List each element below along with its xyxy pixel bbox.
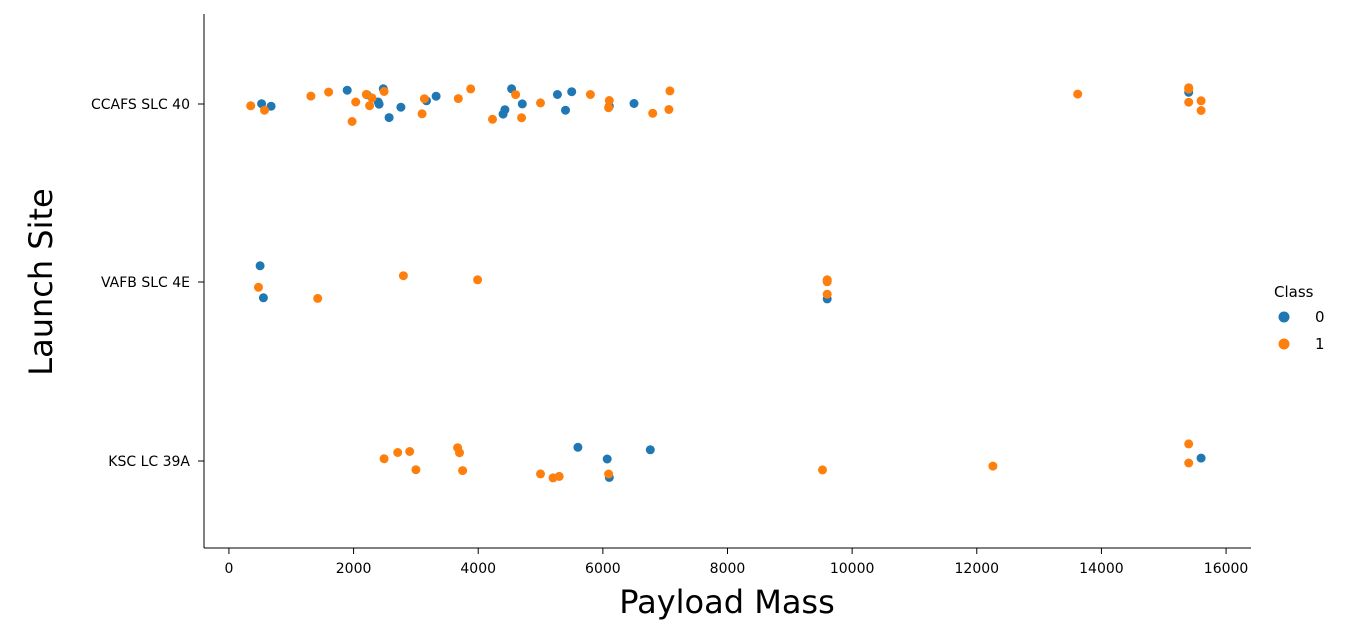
legend-marker-1 — [1278, 338, 1290, 350]
data-point-class-0 — [1196, 453, 1206, 463]
data-point-class-0 — [374, 99, 384, 109]
data-point-class-1 — [379, 454, 389, 464]
data-point-class-0 — [500, 105, 510, 115]
data-point-class-1 — [254, 282, 263, 292]
data-point-class-1 — [313, 293, 323, 303]
data-point-class-0 — [255, 261, 265, 271]
data-point-class-0 — [629, 99, 639, 108]
legend-label-1: 1 — [1315, 335, 1325, 353]
data-point-class-1 — [365, 101, 375, 111]
data-point-class-1 — [398, 271, 408, 281]
data-point-class-0 — [266, 101, 276, 111]
data-point-class-1 — [1184, 97, 1194, 107]
data-point-class-1 — [818, 465, 827, 475]
data-point-class-1 — [306, 91, 316, 101]
data-point-class-1 — [1184, 439, 1194, 449]
data-point-class-1 — [517, 113, 527, 123]
data-point-class-1 — [511, 90, 521, 100]
data-point-class-0 — [342, 85, 352, 95]
data-point-class-1 — [379, 87, 389, 96]
data-point-class-1 — [347, 117, 357, 126]
data-point-class-1 — [822, 289, 832, 299]
data-point-class-1 — [1184, 458, 1194, 468]
data-point-class-1 — [405, 447, 415, 456]
data-point-class-1 — [1196, 106, 1206, 115]
data-point-class-1 — [664, 105, 674, 114]
x-tick-label: 8000 — [710, 561, 746, 577]
data-point-class-1 — [453, 94, 463, 104]
y-tick-label: CCAFS SLC 40 — [91, 97, 190, 113]
x-tick-label: 16000 — [1204, 561, 1249, 577]
data-point-class-0 — [602, 454, 612, 464]
data-point-class-1 — [604, 469, 614, 479]
y-tick-label: VAFB SLC 4E — [101, 275, 190, 291]
y-axis-ticks: CCAFS SLC 40 VAFB SLC 4E KSC LC 39A — [91, 97, 204, 470]
x-tick-label: 10000 — [830, 561, 875, 577]
data-point-class-1 — [604, 103, 614, 113]
data-point-class-1 — [1184, 83, 1194, 93]
data-point-class-1 — [419, 94, 429, 104]
data-point-class-1 — [367, 93, 377, 103]
y-tick-label: KSC LC 39A — [108, 454, 190, 470]
y-axis-title: Launch Site — [22, 188, 60, 375]
data-point-class-0 — [645, 445, 655, 455]
legend-items: 01 — [1278, 308, 1325, 353]
data-point-class-1 — [822, 275, 832, 285]
data-point-class-1 — [458, 466, 468, 476]
x-tick-label: 0 — [224, 561, 233, 577]
data-point-class-1 — [554, 471, 564, 481]
legend-marker-0 — [1278, 311, 1290, 323]
data-point-class-1 — [411, 465, 421, 475]
data-points — [246, 83, 1206, 483]
data-point-class-0 — [567, 87, 577, 97]
legend-title: Class — [1274, 283, 1314, 301]
data-point-class-0 — [431, 91, 441, 101]
data-point-class-0 — [573, 442, 583, 452]
data-point-class-0 — [561, 105, 570, 115]
x-axis-ticks: 0 2000 4000 6000 8000 10000 12000 14000 16000 — [224, 548, 1248, 577]
x-tick-label: 2000 — [336, 561, 372, 577]
data-point-class-1 — [1196, 96, 1206, 106]
data-point-class-1 — [417, 109, 427, 119]
data-point-class-1 — [585, 90, 595, 99]
data-point-class-1 — [604, 96, 614, 105]
data-point-class-1 — [473, 275, 483, 285]
data-point-class-1 — [648, 108, 658, 118]
legend: Class 01 — [1274, 283, 1325, 353]
x-tick-label: 6000 — [585, 561, 621, 577]
data-point-class-1 — [1073, 89, 1083, 99]
data-point-class-0 — [396, 102, 406, 112]
data-point-class-1 — [988, 461, 998, 471]
x-tick-label: 12000 — [955, 561, 1000, 577]
data-point-class-0 — [517, 99, 527, 109]
data-point-class-1 — [260, 105, 269, 115]
x-axis-title: Payload Mass — [619, 583, 835, 621]
x-tick-label: 4000 — [460, 561, 496, 577]
data-point-class-0 — [552, 90, 562, 99]
data-point-class-1 — [536, 469, 545, 479]
data-point-class-1 — [665, 86, 675, 96]
legend-label-0: 0 — [1315, 308, 1325, 326]
data-point-class-1 — [246, 101, 256, 111]
data-point-class-1 — [393, 448, 403, 457]
x-tick-label: 14000 — [1079, 561, 1124, 577]
data-point-class-1 — [351, 97, 361, 107]
data-point-class-1 — [488, 114, 497, 124]
data-point-class-1 — [324, 87, 334, 97]
data-point-class-0 — [258, 293, 268, 303]
data-point-class-1 — [455, 448, 464, 458]
data-point-class-1 — [536, 98, 545, 108]
data-point-class-0 — [384, 113, 394, 123]
data-point-class-1 — [466, 84, 476, 94]
